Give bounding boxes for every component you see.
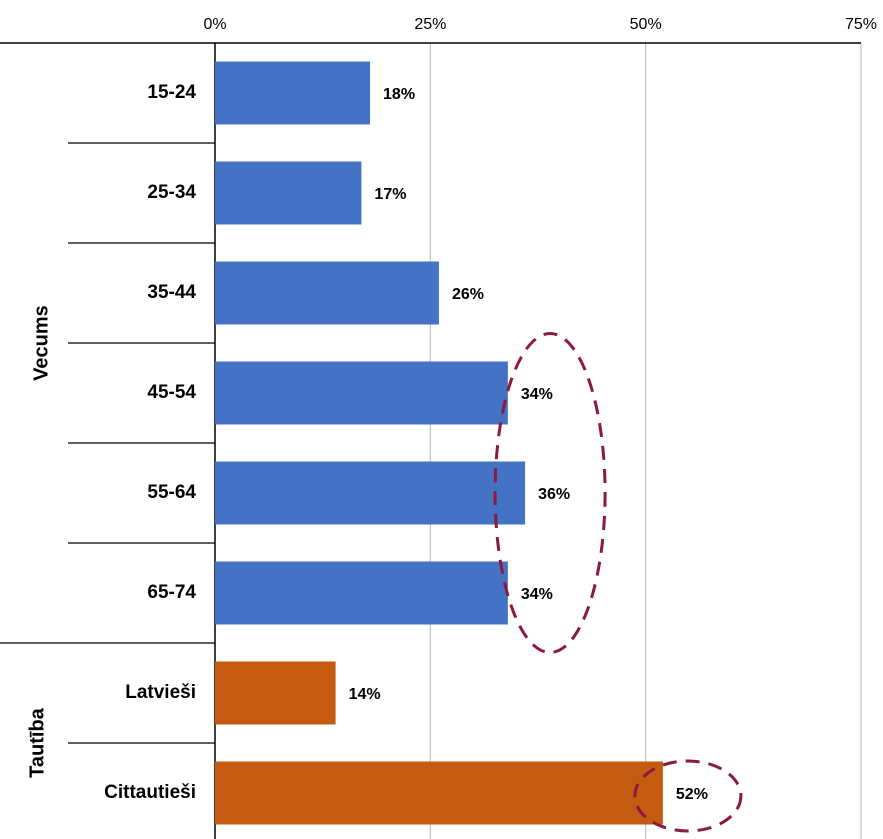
bar xyxy=(215,361,508,425)
bar xyxy=(215,661,336,725)
x-tick-label: 0% xyxy=(203,16,226,33)
category-label: Cittautieši xyxy=(104,782,196,803)
data-label: 36% xyxy=(538,486,570,503)
category-label: 45-54 xyxy=(147,382,196,403)
category-label: Latvieši xyxy=(125,682,196,703)
x-tick-label: 50% xyxy=(630,16,662,33)
category-label: 65-74 xyxy=(147,582,196,603)
bar xyxy=(215,161,362,225)
highlight-ellipse xyxy=(633,759,743,833)
bar xyxy=(215,761,663,825)
gridlines xyxy=(429,43,862,839)
group-label: Vecums xyxy=(30,305,52,381)
highlights xyxy=(493,332,743,833)
x-tick-label: 25% xyxy=(414,16,446,33)
bar xyxy=(215,561,508,625)
category-label: 55-64 xyxy=(147,482,196,503)
group-label: Tautība xyxy=(26,707,48,778)
labels: 0% 25% 50% 75% 15-24 18% 25-34 17% 35-44 26% 45-54… xyxy=(26,16,877,803)
data-label: 14% xyxy=(349,686,381,703)
data-label: 17% xyxy=(374,186,406,203)
bar xyxy=(215,61,371,125)
bars xyxy=(215,61,663,825)
bar xyxy=(215,261,439,325)
bar xyxy=(215,461,526,525)
category-label: 25-34 xyxy=(147,182,196,203)
data-label: 34% xyxy=(521,586,553,603)
highlight-ellipse xyxy=(493,332,607,654)
category-label: 15-24 xyxy=(147,82,196,103)
data-label: 18% xyxy=(383,86,415,103)
data-label: 26% xyxy=(452,286,484,303)
x-tick-label: 75% xyxy=(845,16,877,33)
data-label: 34% xyxy=(521,386,553,403)
category-label: 35-44 xyxy=(147,282,196,303)
data-label: 52% xyxy=(676,786,708,803)
